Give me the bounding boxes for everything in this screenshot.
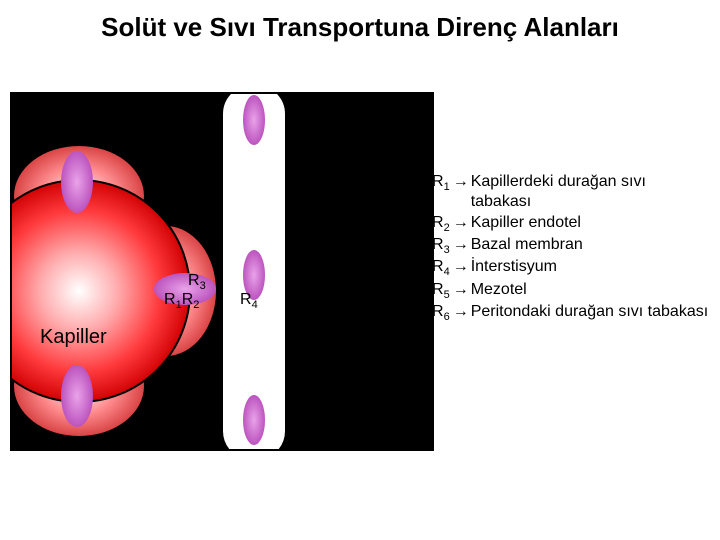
arrow-icon: → [450,235,471,257]
r-text: R [298,291,310,308]
legend-description: Peritondaki durağan sıvı tabakası [471,302,710,324]
r-text: R [188,272,200,289]
legend-row: R1 → Kapillerdeki durağan sıvı tabakası [432,172,710,213]
r-sub: 4 [252,299,258,311]
legend-description: İnterstisyum [471,257,710,279]
legend-r-label: R6 [432,302,450,324]
label-r4: R4 [240,291,258,311]
legend-row: R2 → Kapiller endotel [432,213,710,235]
legend-r-text: R [432,173,444,190]
r-sub: 6 [338,299,344,311]
legend-r-text: R [432,258,444,275]
diagram-frame [10,92,434,451]
r-sub: 2 [193,299,199,311]
page-title: Solüt ve Sıvı Transportuna Direnç Alanla… [0,12,720,43]
label-r6: R6 [326,291,344,311]
legend: R1 → Kapillerdeki durağan sıvı tabakasıR… [432,172,710,324]
legend-r-label: R5 [432,280,450,302]
legend-r-text: R [432,303,444,320]
legend-description: Kapillerdeki durağan sıvı tabakası [471,172,710,213]
endothelial-nucleus [61,365,93,427]
periton-line1: Periton [312,320,382,342]
r-text: R [326,291,338,308]
label-r3: R3 [188,272,206,292]
r-text: R [164,291,176,308]
arrow-icon: → [450,172,471,213]
legend-row: R5 → Mezotel [432,280,710,302]
endothelial-nucleus [61,151,93,213]
arrow-icon: → [450,213,471,235]
r-sub: 3 [200,280,206,292]
mesothelium-column [222,92,286,451]
capillary-cross-section [10,179,187,399]
legend-r-text: R [432,236,444,253]
legend-r-label: R2 [432,213,450,235]
label-periton: Periton boşluğu [312,320,382,364]
label-r5: R5 [298,291,316,311]
legend-r-label: R1 [432,172,450,213]
legend-description: Mezotel [471,280,710,302]
arrow-icon: → [450,302,471,324]
legend-r-text: R [432,281,444,298]
legend-r-label: R4 [432,257,450,279]
kapiller-text: Kapiller [40,326,107,348]
legend-description: Bazal membran [471,235,710,257]
legend-r-text: R [432,214,444,231]
r-text: R [240,291,252,308]
mesothelial-cell [243,95,265,145]
mesothelial-cell [243,395,265,445]
r-text: R [182,291,194,308]
legend-row: R6 → Peritondaki durağan sıvı tabakası [432,302,710,324]
label-kapiller: Kapiller [40,326,107,349]
periton-line2: boşluğu [312,342,382,364]
label-r1r2: R1R2 [164,291,199,311]
arrow-icon: → [450,257,471,279]
legend-row: R3 → Bazal membran [432,235,710,257]
arrow-icon: → [450,280,471,302]
r-sub: 5 [310,299,316,311]
legend-r-label: R3 [432,235,450,257]
legend-row: R4 → İnterstisyum [432,257,710,279]
title-text: Solüt ve Sıvı Transportuna Direnç Alanla… [101,12,619,42]
legend-description: Kapiller endotel [471,213,710,235]
